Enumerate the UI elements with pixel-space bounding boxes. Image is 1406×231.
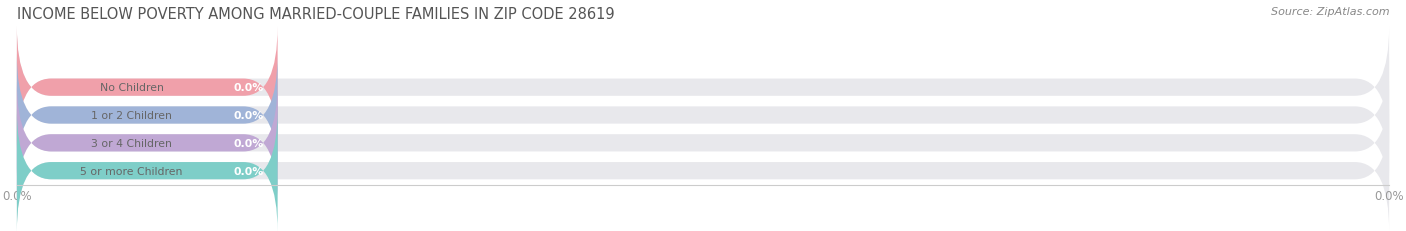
FancyBboxPatch shape xyxy=(17,110,277,231)
Text: No Children: No Children xyxy=(100,83,163,93)
FancyBboxPatch shape xyxy=(17,55,277,176)
FancyBboxPatch shape xyxy=(17,110,1389,231)
Text: INCOME BELOW POVERTY AMONG MARRIED-COUPLE FAMILIES IN ZIP CODE 28619: INCOME BELOW POVERTY AMONG MARRIED-COUPL… xyxy=(17,7,614,22)
Text: 0.0%: 0.0% xyxy=(233,166,264,176)
FancyBboxPatch shape xyxy=(17,27,1389,149)
Text: 5 or more Children: 5 or more Children xyxy=(80,166,183,176)
FancyBboxPatch shape xyxy=(17,82,1389,204)
FancyBboxPatch shape xyxy=(17,82,277,204)
Text: 0.0%: 0.0% xyxy=(233,83,264,93)
Text: 1 or 2 Children: 1 or 2 Children xyxy=(91,110,172,121)
Text: 0.0%: 0.0% xyxy=(233,138,264,148)
Text: Source: ZipAtlas.com: Source: ZipAtlas.com xyxy=(1271,7,1389,17)
FancyBboxPatch shape xyxy=(17,27,277,149)
Text: 0.0%: 0.0% xyxy=(233,110,264,121)
Text: 3 or 4 Children: 3 or 4 Children xyxy=(91,138,172,148)
FancyBboxPatch shape xyxy=(17,55,1389,176)
